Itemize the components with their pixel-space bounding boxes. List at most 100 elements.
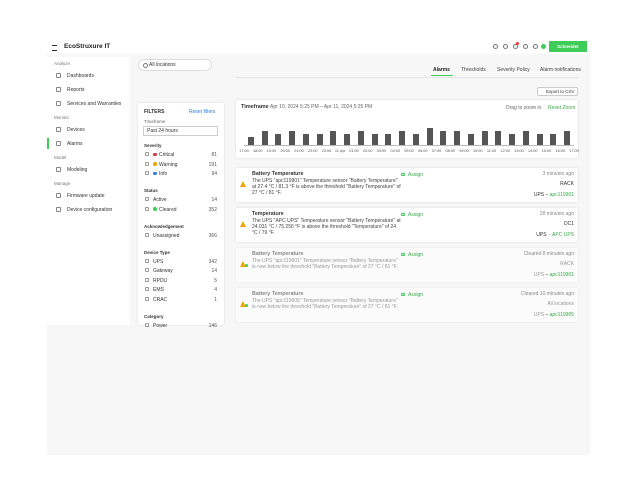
header-icon[interactable]: [493, 44, 498, 49]
filter-option[interactable]: Critical: [159, 152, 175, 158]
bar: [412, 133, 419, 145]
time-label: 17:00: [569, 149, 579, 153]
bar: [495, 130, 502, 145]
separator-dot: [548, 233, 551, 236]
location-select[interactable]: [138, 59, 212, 71]
filter-group-title: Status: [144, 188, 158, 193]
header-icon[interactable]: [523, 44, 528, 49]
timeframe-select[interactable]: [143, 126, 218, 136]
reset-filters[interactable]: Reset filters: [189, 109, 216, 115]
checkbox[interactable]: [145, 171, 149, 175]
filter-option[interactable]: Active: [153, 197, 167, 203]
filter-panel: [138, 103, 224, 325]
reset-zoom[interactable]: Reset Zoom: [548, 105, 576, 111]
alarm-card[interactable]: [236, 208, 578, 242]
tab[interactable]: Alarm notifications: [540, 67, 581, 73]
filter-option[interactable]: Unassigned: [153, 232, 180, 239]
checkbox[interactable]: [145, 296, 149, 301]
filter-option[interactable]: EMS: [153, 287, 164, 293]
filter-count: 342: [208, 258, 217, 265]
checkbox[interactable]: [145, 287, 149, 291]
checkbox[interactable]: [145, 232, 149, 237]
filter-option[interactable]: UPS: [153, 258, 164, 265]
alarm-time: 3 minutes ago: [542, 171, 574, 177]
device-link[interactable]: apc119901: [549, 192, 574, 198]
assign[interactable]: Assign: [408, 252, 424, 258]
filter-option[interactable]: RPDU: [153, 277, 168, 284]
filter-option[interactable]: Power: [153, 322, 168, 329]
checkbox[interactable]: [145, 161, 149, 166]
sidebar-section: Monitor: [54, 115, 70, 120]
header-icon[interactable]: [503, 44, 508, 49]
status-dot: [153, 171, 157, 175]
bar: [426, 128, 433, 145]
bar: [316, 133, 323, 145]
checkbox[interactable]: [145, 206, 149, 211]
assign-icon: [401, 293, 405, 296]
tab[interactable]: Alarms: [433, 67, 450, 73]
filter-option[interactable]: CRAC: [153, 296, 168, 303]
timeframe-card: [236, 100, 578, 158]
nav-item[interactable]: Device configuration: [67, 207, 113, 213]
export-text[interactable]: Export to CSV: [546, 89, 575, 94]
alarm-card[interactable]: [236, 168, 578, 202]
assign[interactable]: Assign: [408, 172, 424, 178]
bar: [550, 133, 557, 145]
time-label: 15:00: [541, 149, 552, 153]
filter-count: 94: [211, 171, 217, 177]
filter-option[interactable]: Info: [159, 171, 168, 177]
tab[interactable]: Severity Policy: [497, 67, 530, 73]
separator-dot: [546, 313, 548, 316]
time-label: 20:00: [280, 149, 290, 153]
nav-item[interactable]: Modeling: [67, 167, 88, 173]
assign[interactable]: Assign: [408, 212, 424, 218]
checkbox[interactable]: [145, 197, 149, 201]
nav-item[interactable]: Firmware update: [67, 193, 105, 199]
time-label: 22:00: [307, 149, 318, 153]
time-label: 01:00: [349, 149, 359, 153]
checkbox[interactable]: [145, 258, 149, 263]
cleared-check: [245, 264, 248, 267]
checkbox[interactable]: [145, 277, 149, 282]
header-icon[interactable]: [513, 44, 518, 49]
sidebar-section: Analyze: [54, 61, 71, 66]
nav-item[interactable]: Devices: [67, 127, 85, 133]
location-icon: [143, 63, 148, 68]
bar: [440, 130, 447, 145]
nav-item[interactable]: Dashboards: [67, 73, 94, 79]
device-link[interactable]: APC UPS: [552, 232, 574, 238]
time-label: 13:00: [514, 149, 524, 153]
alarm-card[interactable]: [236, 288, 578, 322]
filter-option[interactable]: Gateway: [153, 268, 173, 274]
filter-count: 5: [214, 277, 217, 284]
nav-item[interactable]: Services and Warranties: [67, 101, 122, 107]
alarm-card[interactable]: [236, 248, 578, 282]
timeframe-value[interactable]: Past 24 hours: [147, 128, 178, 134]
export-button[interactable]: [537, 87, 578, 96]
nav-item[interactable]: Alarms: [67, 141, 83, 147]
tab[interactable]: Thresholds: [461, 67, 486, 73]
filter-option[interactable]: Warning: [159, 161, 178, 168]
warning-icon: [240, 181, 246, 187]
bar: [330, 130, 337, 145]
time-label: 23:00: [321, 149, 332, 153]
filter-option[interactable]: Cleared: [159, 206, 177, 213]
checkbox[interactable]: [145, 152, 149, 156]
checkbox[interactable]: [145, 322, 149, 327]
header-icon[interactable]: [533, 44, 538, 49]
device-link[interactable]: apc119905: [549, 312, 574, 318]
brand-button[interactable]: Schneider Electric: [549, 41, 587, 52]
time-label: 04:00: [390, 149, 400, 153]
assign[interactable]: Assign: [408, 292, 424, 298]
checkbox[interactable]: [145, 268, 149, 272]
filter-count: 146: [208, 322, 217, 329]
device-link[interactable]: apc119901: [549, 272, 574, 278]
nav-item[interactable]: Reports: [67, 87, 85, 93]
device-type: UPS: [533, 272, 545, 278]
alarm-title: Battery Temperature: [252, 251, 304, 257]
time-label: 14:00: [527, 149, 538, 153]
alarm-location: RACK: [560, 261, 574, 267]
location-text[interactable]: All locations: [149, 62, 176, 68]
filter-count: 1: [214, 296, 217, 303]
